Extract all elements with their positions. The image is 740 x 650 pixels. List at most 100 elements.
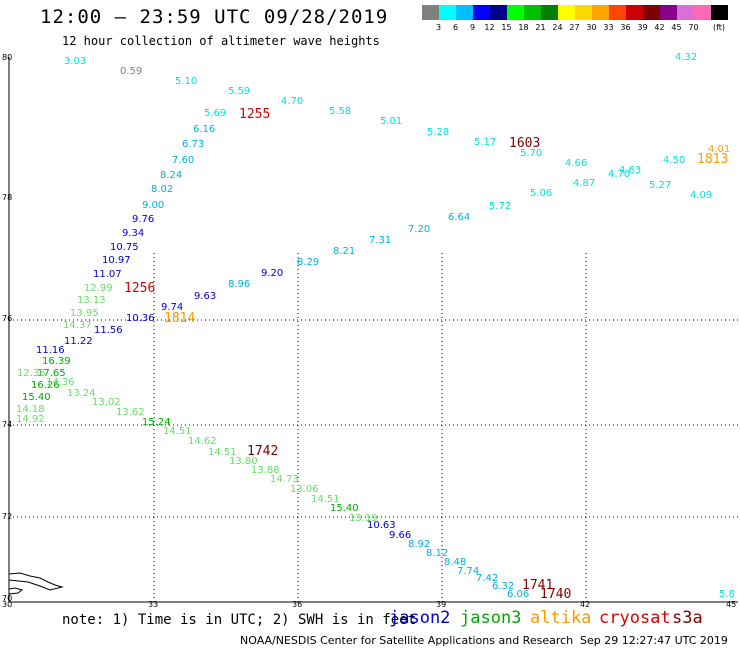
wave-height-label: 5.17 <box>474 137 497 148</box>
wave-height-label: 14.51 <box>163 426 192 437</box>
scale-swatch <box>711 5 728 20</box>
scale-label: 42 <box>654 23 665 32</box>
wave-height-label: 9.74 <box>161 302 184 313</box>
wave-height-label: 13.95 <box>70 308 99 319</box>
wave-height-label: 13.80 <box>229 456 258 467</box>
wave-height-label: 10.63 <box>367 520 396 531</box>
scale-swatch <box>677 5 694 20</box>
map-subtitle: 12 hour collection of altimeter wave hei… <box>62 34 380 48</box>
wave-height-label: 13.06 <box>290 484 319 495</box>
wave-height-label: 10.75 <box>110 242 139 253</box>
wave-height-label: 8.96 <box>228 279 251 290</box>
scale-swatch <box>422 5 439 20</box>
wave-height-label: 16.39 <box>42 356 71 367</box>
wave-height-label: 4.09 <box>690 190 713 201</box>
scale-label: 45 <box>671 23 682 32</box>
wave-height-label: 12.35 <box>17 368 46 379</box>
scale-swatch <box>609 5 626 20</box>
wave-height-label: 9.00 <box>142 200 165 211</box>
wave-height-label: 14.62 <box>188 436 217 447</box>
wave-height-label: 7.20 <box>408 224 431 235</box>
wave-height-label: 15.40 <box>22 392 51 403</box>
wave-height-label: 4.32 <box>675 52 698 63</box>
scale-swatch <box>541 5 558 20</box>
wave-height-label: 4.70 <box>608 169 631 180</box>
wave-height-label: 16.26 <box>31 380 60 391</box>
lon-label: 39 <box>436 600 447 609</box>
scale-label: 27 <box>569 23 580 32</box>
pass-time-label: 1741 <box>522 578 554 593</box>
wave-height-label: 14.73 <box>270 474 299 485</box>
wave-height-label: 8.92 <box>408 539 431 550</box>
graticule <box>9 253 738 602</box>
wave-height-label: 5.70 <box>520 148 543 159</box>
wave-height-label: 14.37 <box>63 320 92 331</box>
scale-label: 6 <box>452 23 459 32</box>
wave-height-label: 9.63 <box>194 291 217 302</box>
lat-label: 80 <box>2 53 13 62</box>
scale-label: 18 <box>518 23 529 32</box>
lat-label: 70 <box>2 594 13 603</box>
scale-swatch <box>575 5 592 20</box>
wave-height-label: 14.36 <box>46 377 75 388</box>
wave-height-label: 8.02 <box>151 184 174 195</box>
wave-height-label: 8.29 <box>297 257 320 268</box>
wave-height-label: 12.99 <box>84 283 113 294</box>
scale-swatch <box>473 5 490 20</box>
wave-height-label: 8.24 <box>160 170 183 181</box>
wave-height-label: 8.48 <box>444 557 467 568</box>
wave-height-label: 11.22 <box>64 336 93 347</box>
wave-height-label: 5.27 <box>649 180 672 191</box>
wave-height-label: 14.92 <box>16 414 45 425</box>
scale-unit: (ft) <box>713 23 726 32</box>
satellite-legend-jason3: jason3 <box>460 608 522 628</box>
satellite-legend-altika: altika <box>530 608 592 628</box>
wave-height-label: 9.76 <box>132 214 155 225</box>
scale-label: 70 <box>688 23 699 32</box>
wave-height-label: 13.88 <box>251 465 280 476</box>
scale-swatch <box>558 5 575 20</box>
wave-height-label: 5.01 <box>380 116 403 127</box>
wave-height-label: 5.69 <box>204 108 227 119</box>
wave-height-label: 3.03 <box>64 56 87 67</box>
scale-swatch <box>660 5 677 20</box>
credit-line: NOAA/NESDIS Center for Satellite Applica… <box>240 634 574 647</box>
generation-timestamp: Sep 29 12:27:47 UTC 2019 <box>580 634 728 647</box>
scale-label: 15 <box>501 23 512 32</box>
scale-swatch <box>592 5 609 20</box>
wave-height-label: 8.21 <box>333 246 356 257</box>
wave-height-label: 0.59 <box>120 66 143 77</box>
wave-height-label: 15.24 <box>142 417 171 428</box>
wave-height-label: 9.20 <box>261 268 284 279</box>
scale-label: 9 <box>469 23 476 32</box>
wave-height-label: 6.73 <box>182 139 205 150</box>
wave-height-label: 7.74 <box>457 566 480 577</box>
scale-label: 30 <box>586 23 597 32</box>
scale-label: 3 <box>435 23 442 32</box>
lon-label: 30 <box>2 600 13 609</box>
wave-height-label: 13.62 <box>116 407 145 418</box>
wave-height-label: 4.66 <box>565 158 588 169</box>
wave-height-label: 4.70 <box>281 96 304 107</box>
scale-label: 33 <box>603 23 614 32</box>
lat-label: 76 <box>2 314 13 323</box>
wave-height-label: 13.24 <box>67 388 96 399</box>
pass-time-label: 1814 <box>164 311 196 326</box>
wave-height-label: 15.40 <box>330 503 359 514</box>
wave-height-label: 6.16 <box>193 124 216 135</box>
scale-swatch <box>643 5 660 20</box>
scale-swatch <box>524 5 541 20</box>
footer-note: note: 1) Time is in UTC; 2) SWH is in fe… <box>62 612 417 628</box>
wave-height-label: 5.28 <box>427 127 450 138</box>
satellite-legend-s3a: s3a <box>672 608 703 628</box>
lon-label: 33 <box>148 600 159 609</box>
wave-height-label: 6.64 <box>448 212 471 223</box>
lat-label: 74 <box>2 420 13 429</box>
wave-height-label: 5.8 <box>719 589 735 600</box>
wave-height-label: 9.34 <box>122 228 145 239</box>
wave-height-label: 10.97 <box>102 255 131 266</box>
wave-height-label: 5.59 <box>228 86 251 97</box>
wave-height-label: 13.19 <box>349 513 378 524</box>
wave-height-label: 4.50 <box>663 155 686 166</box>
